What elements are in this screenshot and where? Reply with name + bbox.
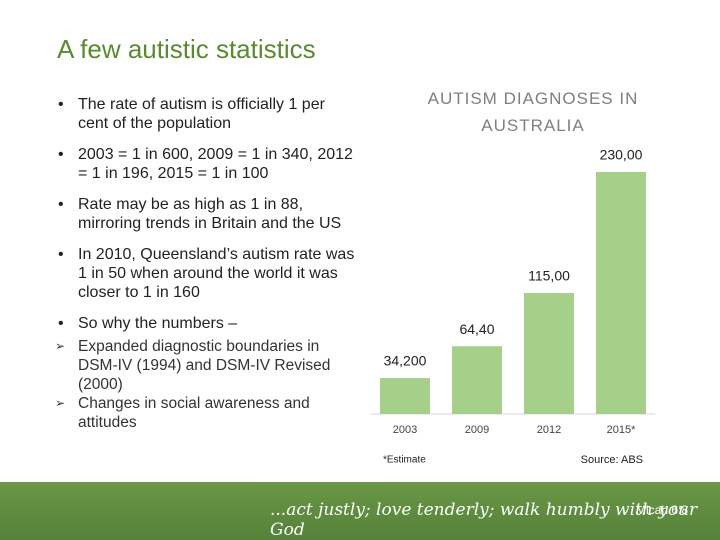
chart: AUTISM DIAGNOSES IN AUSTRALIA *Estimate S…: [370, 89, 655, 466]
x-tick-label: 2009: [465, 424, 489, 436]
bar: [524, 293, 574, 414]
motto: ...act justly; love tenderly; walk humbl…: [270, 500, 698, 540]
bullet: 2003 = 1 in 600, 2009 = 1 in 340, 2012 =…: [55, 145, 355, 183]
source: Source: ABS: [581, 454, 643, 466]
value-label: 230,00: [600, 147, 643, 163]
bar: [452, 346, 502, 414]
bullet: So why the numbers –: [55, 314, 355, 333]
bullet: Rate may be as high as 1 in 88, mirrorin…: [55, 195, 355, 233]
note: *Estimate: [383, 455, 426, 466]
footer-band: [0, 482, 720, 540]
bullet: In 2010, Queensland’s autism rate was 1 …: [55, 245, 355, 302]
x-tick-label: 2015*: [607, 424, 636, 436]
slide-title: A few autistic statistics: [57, 34, 316, 64]
value-label: 64,40: [459, 321, 494, 337]
value-label: 115,00: [528, 268, 570, 284]
x-tick-label: 2003: [393, 424, 417, 436]
bullet: The rate of autism is officially 1 per c…: [55, 95, 355, 133]
reference: Micah 6:8: [636, 503, 689, 517]
bar: [380, 378, 430, 414]
x-tick-label: 2012: [537, 424, 561, 436]
sub-bullet: Expanded diagnostic boundaries in DSM-IV…: [55, 337, 355, 394]
sub-bullet: Changes in social awareness and attitude…: [55, 394, 355, 432]
bullet-list: The rate of autism is officially 1 per c…: [55, 95, 355, 432]
value-label: 34,200: [384, 353, 427, 369]
bar: [596, 172, 646, 414]
chart-title: AUTISM DIAGNOSES IN AUSTRALIA: [428, 89, 639, 135]
